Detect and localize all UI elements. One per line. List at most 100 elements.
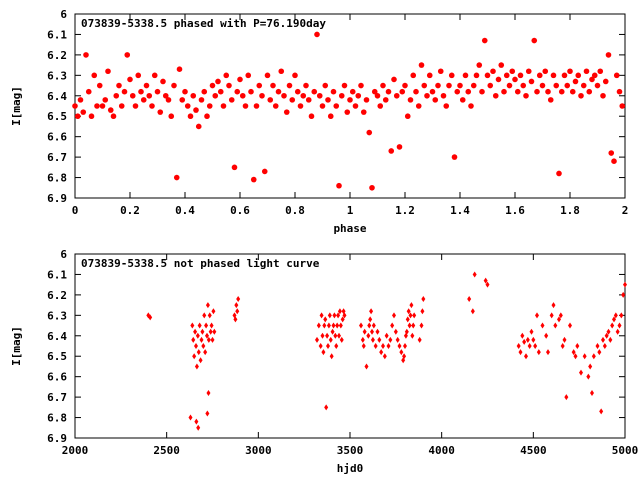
data-point bbox=[406, 308, 411, 315]
data-point bbox=[535, 312, 539, 319]
y-tick-label: 6.5 bbox=[47, 350, 67, 363]
data-point bbox=[336, 182, 342, 189]
y-tick-label: 6.6 bbox=[47, 371, 67, 384]
y-tick-label: 6.8 bbox=[47, 172, 67, 185]
data-point bbox=[386, 343, 391, 349]
data-point bbox=[364, 363, 369, 370]
data-point bbox=[560, 343, 565, 349]
data-point bbox=[206, 390, 211, 397]
data-point bbox=[424, 92, 430, 99]
data-point bbox=[331, 322, 336, 329]
data-point bbox=[196, 424, 201, 431]
data-point bbox=[205, 410, 210, 417]
x-tick-label: 2500 bbox=[153, 444, 180, 457]
data-point bbox=[311, 88, 318, 95]
data-point bbox=[582, 353, 587, 360]
data-point bbox=[448, 72, 455, 79]
data-point bbox=[194, 418, 199, 425]
data-point bbox=[132, 103, 139, 109]
data-point bbox=[410, 332, 415, 339]
data-point bbox=[404, 328, 409, 335]
data-point bbox=[207, 312, 212, 319]
data-point bbox=[525, 336, 530, 343]
data-point bbox=[324, 404, 329, 411]
data-point bbox=[600, 92, 606, 99]
x-tick-label: 1.6 bbox=[505, 204, 525, 217]
data-point bbox=[239, 92, 246, 99]
data-point bbox=[388, 148, 395, 154]
data-point bbox=[380, 82, 386, 89]
data-point bbox=[196, 349, 201, 356]
data-point bbox=[621, 291, 626, 298]
data-point bbox=[382, 97, 389, 103]
data-point bbox=[473, 72, 480, 79]
data-point bbox=[347, 97, 353, 103]
data-point bbox=[270, 82, 276, 89]
data-point bbox=[595, 343, 600, 349]
data-point bbox=[198, 97, 205, 103]
data-point bbox=[385, 88, 392, 95]
data-point bbox=[594, 82, 601, 89]
data-point bbox=[160, 78, 166, 85]
data-point bbox=[573, 353, 578, 360]
data-point bbox=[322, 322, 327, 329]
data-point bbox=[370, 328, 374, 335]
plot-frame bbox=[74, 13, 626, 199]
data-point bbox=[396, 144, 403, 150]
data-point bbox=[366, 129, 373, 136]
data-point bbox=[359, 322, 363, 329]
data-point bbox=[188, 414, 193, 421]
data-point bbox=[200, 328, 205, 335]
data-point bbox=[292, 72, 298, 79]
x-tick-label: 0.4 bbox=[175, 204, 195, 217]
data-point bbox=[233, 316, 238, 323]
data-point bbox=[157, 109, 164, 115]
data-point bbox=[253, 103, 260, 109]
data-point bbox=[143, 82, 150, 89]
data-point bbox=[540, 322, 545, 329]
y-tick-label: 6.9 bbox=[47, 432, 67, 445]
data-point bbox=[340, 316, 345, 323]
data-point bbox=[411, 322, 416, 329]
data-point bbox=[236, 295, 241, 302]
data-point bbox=[261, 168, 268, 175]
data-point bbox=[195, 123, 202, 130]
data-point bbox=[370, 336, 375, 343]
data-point bbox=[586, 88, 593, 95]
data-point bbox=[604, 332, 609, 339]
data-point bbox=[608, 336, 613, 343]
y-tick-label: 6 bbox=[60, 8, 67, 21]
data-point bbox=[409, 302, 414, 309]
data-point bbox=[171, 82, 177, 89]
data-point bbox=[544, 332, 549, 339]
data-point bbox=[194, 343, 198, 349]
data-point bbox=[393, 92, 400, 99]
data-point bbox=[173, 174, 180, 181]
data-point bbox=[476, 62, 483, 68]
data-point bbox=[568, 322, 572, 329]
data-point bbox=[578, 92, 584, 99]
data-point bbox=[524, 353, 528, 360]
data-point bbox=[589, 76, 595, 83]
data-point bbox=[613, 312, 618, 319]
data-point bbox=[320, 332, 325, 339]
data-point bbox=[591, 353, 596, 360]
data-point bbox=[323, 316, 328, 323]
data-point bbox=[275, 88, 282, 95]
data-point bbox=[597, 349, 602, 356]
data-point bbox=[94, 103, 100, 109]
data-point bbox=[382, 353, 387, 360]
data-point bbox=[454, 88, 461, 95]
data-point bbox=[437, 68, 444, 75]
data-point bbox=[190, 322, 195, 329]
data-point bbox=[205, 332, 209, 339]
data-point bbox=[325, 97, 331, 103]
data-point bbox=[506, 82, 513, 89]
data-point bbox=[352, 103, 359, 109]
data-point bbox=[303, 82, 309, 89]
data-point bbox=[616, 88, 623, 95]
data-point bbox=[140, 97, 147, 103]
x-tick-label: 0.8 bbox=[285, 204, 305, 217]
data-point bbox=[321, 349, 326, 356]
chart-title: 073839-5338.5 not phased light curve bbox=[81, 257, 320, 270]
